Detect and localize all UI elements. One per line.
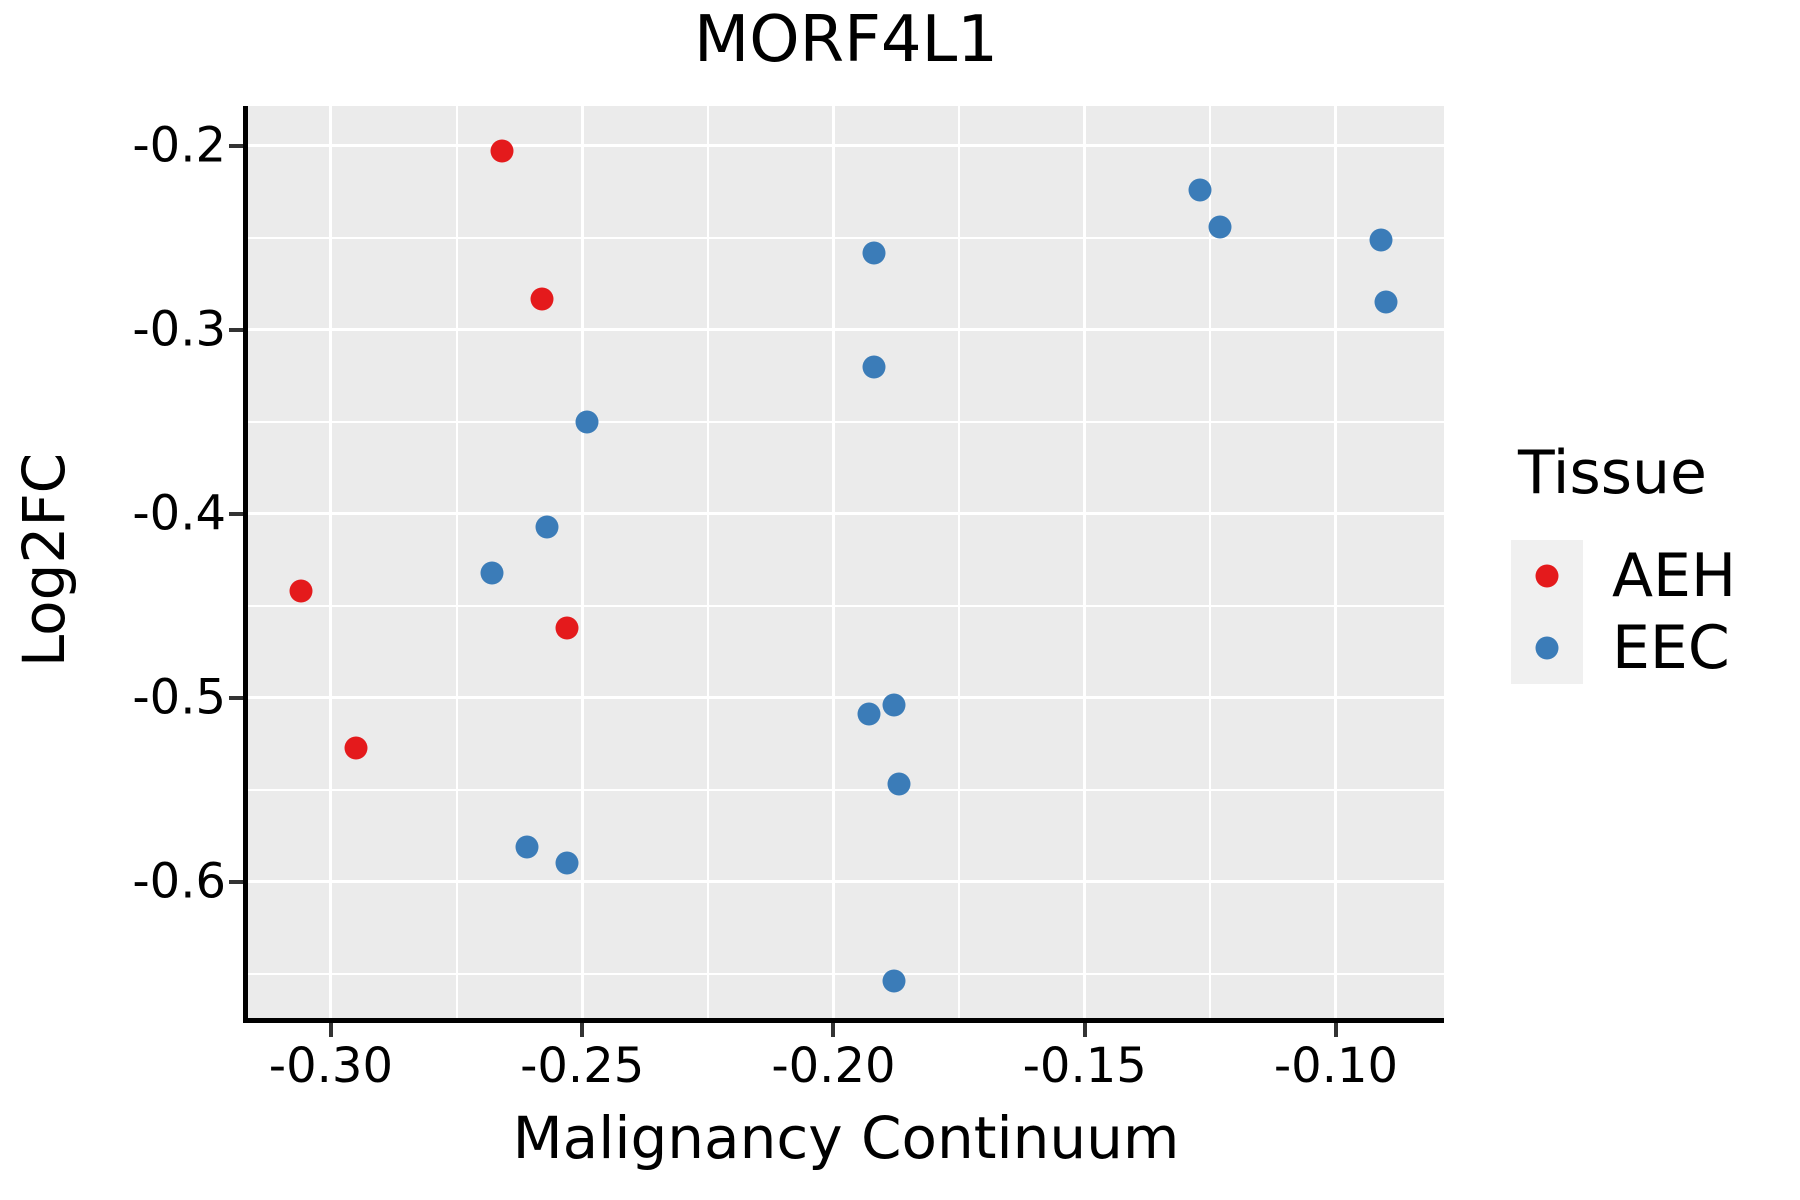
data-point-eec <box>857 702 881 726</box>
data-point-eec <box>575 410 599 434</box>
data-point-eec <box>1188 178 1212 202</box>
y-tick-mark <box>229 327 243 332</box>
x-axis-title: Malignancy Continuum <box>512 1104 1180 1172</box>
x-tick-label: -0.20 <box>771 1038 896 1094</box>
x-gridline-minor <box>958 106 961 1018</box>
legend-title: Tissue <box>1518 438 1707 508</box>
y-gridline-major <box>248 144 1444 148</box>
x-gridline-minor <box>455 106 458 1018</box>
y-gridline-major <box>248 328 1444 332</box>
x-gridline-minor <box>1209 106 1212 1018</box>
legend-key-eec <box>1511 612 1583 684</box>
y-tick-label: -0.6 <box>132 853 226 910</box>
y-tick-mark <box>229 143 243 148</box>
y-tick-label: -0.2 <box>132 117 226 174</box>
data-point-aeh <box>490 139 514 163</box>
y-tick-label: -0.5 <box>132 669 226 726</box>
data-point-eec <box>1208 215 1232 239</box>
data-point-eec <box>480 561 504 585</box>
y-gridline-major <box>248 880 1444 884</box>
x-gridline-major <box>329 106 333 1018</box>
x-gridline-major <box>1334 106 1338 1018</box>
y-gridline-minor <box>248 788 1444 791</box>
x-tick-mark <box>1082 1023 1087 1037</box>
data-point-aeh <box>344 736 368 760</box>
x-tick-label: -0.10 <box>1273 1038 1399 1094</box>
plot-panel <box>248 106 1444 1018</box>
y-gridline-minor <box>248 604 1444 607</box>
y-tick-mark <box>229 511 243 516</box>
data-point-eec <box>1374 290 1398 314</box>
x-gridline-major <box>1083 106 1087 1018</box>
y-axis-title: Log2FC <box>10 452 78 668</box>
data-point-aeh <box>555 616 579 640</box>
legend-key-aeh <box>1511 540 1583 612</box>
data-point-eec <box>887 772 911 796</box>
data-point-eec <box>515 835 539 859</box>
y-tick-label: -0.4 <box>132 485 226 542</box>
data-point-eec <box>862 355 886 379</box>
data-point-aeh <box>530 287 554 311</box>
x-tick-label: -0.15 <box>1022 1038 1147 1094</box>
data-point-eec <box>862 241 886 265</box>
data-point-eec <box>555 851 579 875</box>
y-gridline-minor <box>248 972 1444 975</box>
legend-dot-aeh <box>1535 564 1559 588</box>
legend-dot-eec <box>1535 636 1559 660</box>
data-point-eec <box>882 693 906 717</box>
data-point-eec <box>535 515 559 539</box>
legend-label-eec: EEC <box>1612 613 1730 683</box>
x-gridline-major <box>831 106 835 1018</box>
chart-title: MORF4L1 <box>694 3 998 77</box>
y-axis-line <box>243 106 248 1023</box>
x-tick-mark <box>831 1023 836 1037</box>
y-tick-mark <box>229 695 243 700</box>
data-point-eec <box>1369 228 1393 252</box>
x-gridline-minor <box>706 106 709 1018</box>
y-gridline-major <box>248 696 1444 700</box>
y-tick-mark <box>229 879 243 884</box>
y-gridline-minor <box>248 420 1444 423</box>
x-tick-label: -0.25 <box>520 1038 645 1094</box>
y-gridline-minor <box>248 236 1444 239</box>
x-tick-mark <box>580 1023 585 1037</box>
y-tick-label: -0.3 <box>132 301 226 358</box>
x-gridline-major <box>580 106 584 1018</box>
x-tick-label: -0.30 <box>268 1038 394 1094</box>
data-point-aeh <box>289 579 313 603</box>
legend-label-aeh: AEH <box>1612 541 1737 611</box>
data-point-eec <box>882 969 906 993</box>
x-tick-mark <box>328 1023 333 1037</box>
y-gridline-major <box>248 512 1444 516</box>
x-axis-line <box>243 1018 1444 1023</box>
x-tick-mark <box>1333 1023 1338 1037</box>
